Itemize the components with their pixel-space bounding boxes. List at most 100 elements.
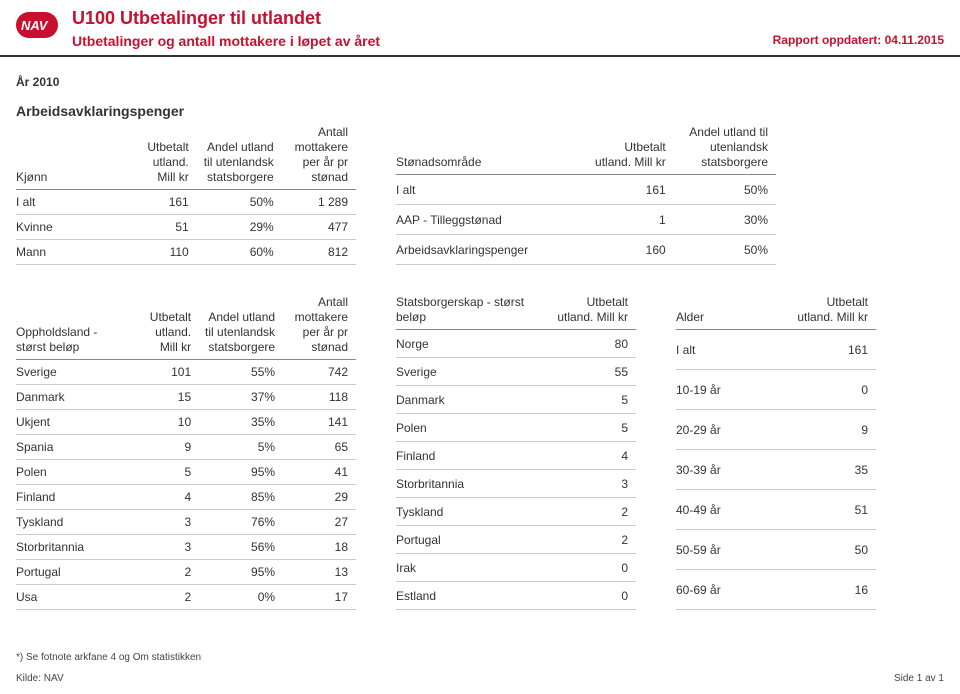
table-row: Storbritannia356%18 (16, 535, 356, 560)
svg-text:NAV: NAV (21, 18, 49, 33)
cell: Finland (16, 485, 137, 510)
cell: 1 289 (282, 190, 356, 215)
cell: 80 (554, 330, 636, 358)
col-header: Utbetalt utland. Mill kr (133, 125, 197, 190)
cell: 2 (137, 560, 199, 585)
cell: 2 (554, 526, 636, 554)
table-row: Arbeidsavklaringspenger16050% (396, 235, 776, 265)
cell: Sverige (16, 360, 137, 385)
cell: Ukjent (16, 410, 137, 435)
cell: 35 (793, 450, 876, 490)
cell: Irak (396, 554, 554, 582)
cell: 17 (283, 585, 356, 610)
table-row: Storbritannia3 (396, 470, 636, 498)
cell: 50-59 år (676, 530, 793, 570)
cell: 41 (283, 460, 356, 485)
col-header: Andel utland til utenlandsk statsborgere (674, 125, 776, 175)
cell: Sverige (396, 358, 554, 386)
cell: 40-49 år (676, 490, 793, 530)
cell: 65 (283, 435, 356, 460)
cell: 5 (554, 386, 636, 414)
cell: 30% (674, 205, 776, 235)
cell: 1 (592, 205, 673, 235)
cell: 10-19 år (676, 370, 793, 410)
col-header: Kjønn (16, 125, 133, 190)
cell: 18 (283, 535, 356, 560)
col-header: Oppholdsland - størst beløp (16, 295, 137, 360)
cell: 60% (197, 240, 282, 265)
cell: 50% (197, 190, 282, 215)
table-row: Norge80 (396, 330, 636, 358)
cell: Usa (16, 585, 137, 610)
col-header: Utbetalt utland. Mill kr (592, 125, 673, 175)
cell: 29% (197, 215, 282, 240)
cell: I alt (396, 175, 592, 205)
table-opphold: Oppholdsland - størst beløp Utbetalt utl… (16, 295, 356, 610)
cell: 141 (283, 410, 356, 435)
table-row: 60-69 år16 (676, 570, 876, 610)
cell: Danmark (16, 385, 137, 410)
table-row: 50-59 år50 (676, 530, 876, 570)
section-title: Arbeidsavklaringspenger (16, 103, 944, 119)
col-header: Utbetalt utland. Mill kr (793, 295, 876, 330)
year-label: År 2010 (16, 75, 944, 89)
cell: 161 (793, 330, 876, 370)
cell: Polen (396, 414, 554, 442)
cell: 0 (554, 554, 636, 582)
cell: 5 (137, 460, 199, 485)
table-statsborger: Statsborgerskap - størst beløp Utbetalt … (396, 295, 636, 610)
cell: Portugal (16, 560, 137, 585)
table-row: I alt16150%1 289 (16, 190, 356, 215)
cell: 76% (199, 510, 283, 535)
report-date: Rapport oppdatert: 04.11.2015 (773, 33, 944, 49)
cell: 160 (592, 235, 673, 265)
tbody-opphold: Sverige10155%742Danmark1537%118Ukjent103… (16, 360, 356, 610)
table-row: Finland485%29 (16, 485, 356, 510)
table-row: Kvinne5129%477 (16, 215, 356, 240)
cell: 161 (133, 190, 197, 215)
table-row: 30-39 år35 (676, 450, 876, 490)
tbody-statsborger: Norge80Sverige55Danmark5Polen5Finland4St… (396, 330, 636, 610)
cell: 477 (282, 215, 356, 240)
footer-left: Kilde: NAV (16, 673, 64, 684)
cell: 161 (592, 175, 673, 205)
cell: Finland (396, 442, 554, 470)
tbody-alder: I alt16110-19 år020-29 år930-39 år3540-4… (676, 330, 876, 610)
cell: 85% (199, 485, 283, 510)
cell: 51 (133, 215, 197, 240)
cell: 0 (793, 370, 876, 410)
table-row: I alt16150% (396, 175, 776, 205)
page-header: NAV U100 Utbetalinger til utlandet Utbet… (0, 0, 960, 57)
table-row: Usa20%17 (16, 585, 356, 610)
page-title: U100 Utbetalinger til utlandet (72, 8, 773, 29)
cell: 9 (137, 435, 199, 460)
cell: 51 (793, 490, 876, 530)
cell: 2 (137, 585, 199, 610)
cell: 4 (137, 485, 199, 510)
cell: 2 (554, 498, 636, 526)
cell: 50% (674, 175, 776, 205)
cell: 50% (674, 235, 776, 265)
cell: 60-69 år (676, 570, 793, 610)
nav-logo: NAV (16, 12, 58, 38)
col-header: Antall mottakere per år pr stønad (282, 125, 356, 190)
cell: 3 (554, 470, 636, 498)
table-row: Polen595%41 (16, 460, 356, 485)
table-row: Danmark1537%118 (16, 385, 356, 410)
table-row: Mann11060%812 (16, 240, 356, 265)
cell: 4 (554, 442, 636, 470)
cell: Arbeidsavklaringspenger (396, 235, 592, 265)
table-row: 10-19 år0 (676, 370, 876, 410)
cell: 13 (283, 560, 356, 585)
cell: Kvinne (16, 215, 133, 240)
cell: Danmark (396, 386, 554, 414)
footnote: *) Se fotnote arkfane 4 og Om statistikk… (0, 648, 960, 667)
table-row: I alt161 (676, 330, 876, 370)
table-row: Estland0 (396, 582, 636, 610)
cell: 0 (554, 582, 636, 610)
cell: 95% (199, 460, 283, 485)
table-row: Danmark5 (396, 386, 636, 414)
table-row: Ukjent1035%141 (16, 410, 356, 435)
col-header: Statsborgerskap - størst beløp (396, 295, 554, 330)
col-header: Alder (676, 295, 793, 330)
